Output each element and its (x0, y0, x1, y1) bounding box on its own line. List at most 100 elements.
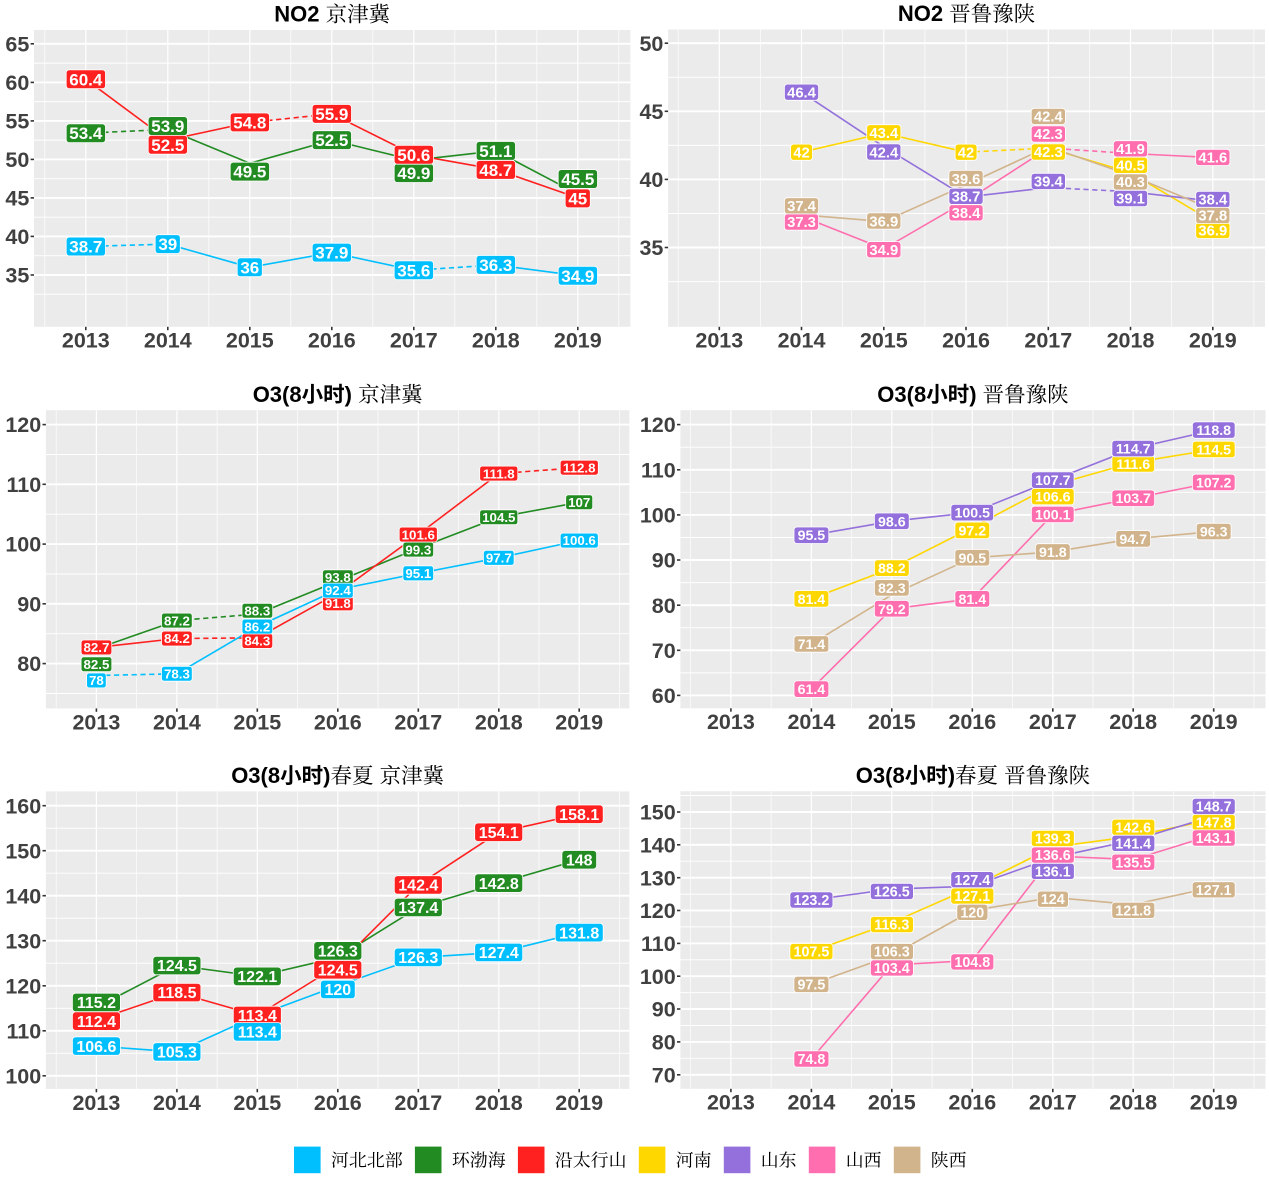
svg-text:2016: 2016 (948, 710, 996, 734)
svg-text:127.4: 127.4 (954, 873, 990, 889)
svg-text:53.4: 53.4 (69, 124, 103, 143)
svg-text:42.4: 42.4 (1034, 110, 1064, 126)
svg-text:78.3: 78.3 (164, 667, 190, 682)
svg-text:100: 100 (640, 965, 676, 989)
svg-text:55.9: 55.9 (315, 105, 348, 124)
svg-text:48.7: 48.7 (479, 161, 512, 180)
svg-text:112.4: 112.4 (77, 1014, 116, 1031)
svg-text:): ) (345, 382, 352, 407)
svg-text:41.9: 41.9 (1116, 142, 1145, 158)
svg-text:39: 39 (158, 235, 177, 254)
svg-text:107: 107 (568, 495, 590, 510)
svg-text:99.3: 99.3 (405, 542, 431, 557)
svg-text:71.4: 71.4 (798, 637, 826, 653)
svg-text:39.6: 39.6 (952, 172, 981, 188)
svg-text:136.6: 136.6 (1035, 848, 1071, 864)
svg-text:50: 50 (5, 148, 29, 172)
svg-text:2015: 2015 (860, 329, 908, 353)
svg-text:80: 80 (17, 652, 41, 676)
svg-text:107.7: 107.7 (1035, 473, 1071, 489)
svg-text:135.5: 135.5 (1115, 855, 1151, 871)
svg-text:91.8: 91.8 (325, 596, 351, 611)
svg-text:2014: 2014 (787, 710, 835, 734)
svg-text:45: 45 (5, 187, 29, 211)
svg-text:38.7: 38.7 (952, 190, 981, 206)
svg-text:120: 120 (5, 974, 41, 998)
svg-text:110: 110 (641, 932, 676, 956)
svg-text:NO2: NO2 (898, 1, 943, 26)
svg-text:2019: 2019 (554, 329, 602, 353)
svg-text:126.5: 126.5 (874, 885, 910, 901)
svg-text:2017: 2017 (390, 329, 438, 353)
svg-text:120: 120 (324, 982, 351, 999)
svg-text:42.4: 42.4 (869, 145, 899, 161)
svg-text:2018: 2018 (475, 1091, 523, 1115)
svg-text:39.4: 39.4 (1034, 175, 1064, 191)
svg-text:100: 100 (640, 504, 676, 528)
svg-text:60: 60 (5, 71, 29, 95)
svg-text:2015: 2015 (233, 1091, 281, 1115)
svg-text:35: 35 (639, 236, 663, 260)
svg-text:94.7: 94.7 (1119, 532, 1147, 548)
svg-text:101.6: 101.6 (402, 527, 435, 542)
svg-text:97.2: 97.2 (958, 523, 986, 539)
svg-text:158.1: 158.1 (559, 807, 599, 824)
svg-text:O3(8: O3(8 (877, 382, 926, 407)
svg-text:2017: 2017 (1029, 710, 1077, 734)
svg-text:2016: 2016 (314, 1091, 362, 1115)
svg-text:45: 45 (639, 100, 663, 124)
svg-text:130: 130 (640, 866, 676, 890)
svg-text:107.2: 107.2 (1196, 475, 1232, 491)
svg-text:50: 50 (639, 32, 663, 56)
svg-text:142.4: 142.4 (398, 878, 438, 895)
svg-text:103.7: 103.7 (1115, 491, 1151, 507)
svg-text:82.7: 82.7 (83, 640, 109, 655)
svg-text:42.3: 42.3 (1034, 127, 1063, 143)
svg-text:137.4: 137.4 (398, 900, 438, 917)
svg-text:41.6: 41.6 (1198, 151, 1227, 167)
svg-text:139.3: 139.3 (1035, 832, 1071, 848)
svg-text:2019: 2019 (1190, 710, 1238, 734)
svg-text:148.7: 148.7 (1196, 800, 1232, 816)
svg-text:37.4: 37.4 (787, 199, 817, 215)
svg-text:49.9: 49.9 (397, 164, 430, 183)
svg-text:142.8: 142.8 (479, 876, 519, 893)
svg-text:100.6: 100.6 (563, 533, 596, 548)
svg-text:2016: 2016 (314, 710, 362, 734)
svg-text:38.7: 38.7 (69, 238, 102, 257)
svg-text:38.4: 38.4 (1198, 193, 1228, 209)
svg-text:2014: 2014 (153, 710, 201, 734)
svg-text:118.8: 118.8 (1196, 423, 1231, 439)
svg-text:93.8: 93.8 (325, 570, 351, 585)
svg-text:95.1: 95.1 (405, 566, 431, 581)
svg-text:55: 55 (5, 110, 29, 134)
svg-text:84.2: 84.2 (164, 631, 190, 646)
svg-text:92.4: 92.4 (325, 583, 351, 598)
svg-text:2016: 2016 (942, 329, 990, 353)
svg-text:2013: 2013 (707, 1091, 755, 1115)
svg-text:127.1: 127.1 (954, 889, 990, 905)
svg-text:126.3: 126.3 (318, 944, 358, 961)
svg-text:65: 65 (5, 32, 29, 56)
svg-text:86.2: 86.2 (244, 619, 270, 634)
svg-text:120: 120 (5, 413, 41, 437)
svg-text:120: 120 (640, 899, 676, 923)
svg-text:100.1: 100.1 (1035, 508, 1071, 524)
svg-text:40: 40 (639, 168, 663, 192)
svg-text:37.9: 37.9 (315, 244, 348, 263)
svg-text:42.3: 42.3 (1034, 145, 1063, 161)
svg-text:51.1: 51.1 (479, 142, 512, 161)
svg-text:127.1: 127.1 (1196, 883, 1232, 899)
svg-text:60.4: 60.4 (69, 70, 103, 89)
svg-text:39.1: 39.1 (1116, 192, 1145, 208)
svg-text:96.3: 96.3 (1200, 525, 1228, 541)
svg-text:2014: 2014 (778, 329, 826, 353)
svg-text:2017: 2017 (394, 1091, 442, 1115)
svg-text:2015: 2015 (233, 710, 281, 734)
svg-text:111.8: 111.8 (483, 466, 515, 481)
svg-text:100.5: 100.5 (955, 506, 991, 522)
svg-text:2014: 2014 (144, 329, 192, 353)
svg-text:2016: 2016 (308, 329, 356, 353)
svg-text:127.4: 127.4 (479, 945, 519, 962)
svg-text:91.8: 91.8 (1039, 545, 1067, 561)
